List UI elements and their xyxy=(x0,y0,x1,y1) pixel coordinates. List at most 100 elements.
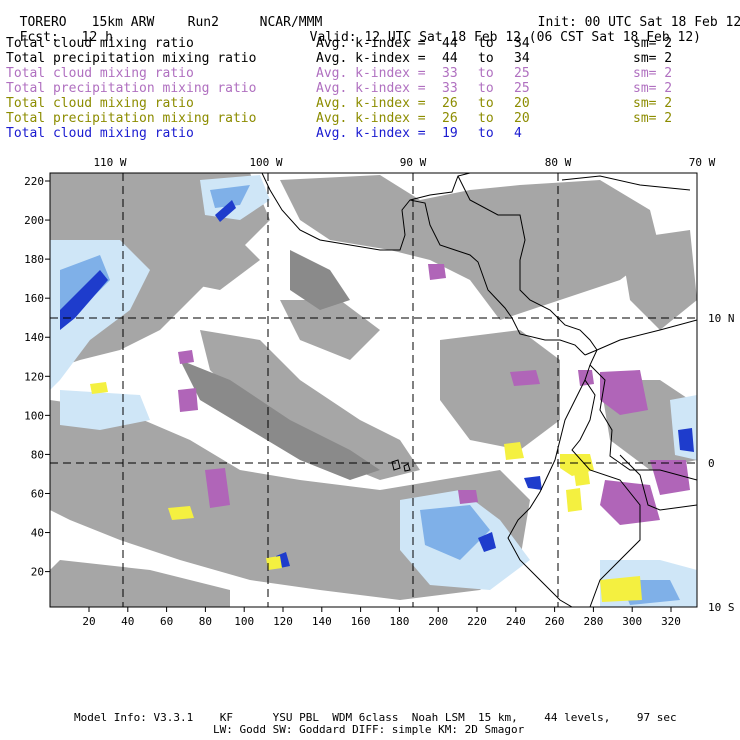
legend-to: 34 xyxy=(514,51,530,66)
legend-field: Total cloud mixing ratio xyxy=(6,66,194,81)
legend-kindex: Avg. k-index = xyxy=(316,36,426,51)
legend-to: 20 xyxy=(514,111,530,126)
x-tick-label: 100 xyxy=(234,615,254,628)
legend-row: Total cloud mixing ratio Avg. k-index = … xyxy=(6,66,734,81)
legend-kindex: Avg. k-index = xyxy=(316,81,426,96)
legend-row: Total precipitation mixing ratio Avg. k-… xyxy=(6,51,734,66)
x-tick-label: 300 xyxy=(622,615,642,628)
y-tick-label: 160 xyxy=(24,292,44,305)
x-tick-label: 60 xyxy=(160,615,173,628)
legend-to-word: to xyxy=(478,81,494,96)
map-field xyxy=(50,173,697,607)
lon-label-80w: 80 W xyxy=(545,156,572,169)
y-tick-label: 200 xyxy=(24,214,44,227)
legend-from: 26 xyxy=(442,96,458,111)
y-tick-label: 140 xyxy=(24,331,44,344)
x-tick-label: 20 xyxy=(82,615,95,628)
legend-from: 19 xyxy=(442,126,458,141)
legend-to: 34 xyxy=(514,36,530,51)
legend-sm: sm= 2 xyxy=(633,81,673,96)
cloud-dark-gray-areas xyxy=(180,250,380,480)
legend-sm: sm= 2 xyxy=(633,51,673,66)
legend-to-word: to xyxy=(478,66,494,81)
legend-sm: sm= 2 xyxy=(633,96,673,111)
physics-info: LW: Godd SW: Goddard DIFF: simple KM: 2D… xyxy=(213,723,525,736)
legend-field: Total cloud mixing ratio xyxy=(6,126,194,141)
forecast-hour: 12 h xyxy=(81,30,113,45)
x-tick-label: 160 xyxy=(351,615,371,628)
legend-row: Total precipitation mixing ratio Avg. k-… xyxy=(6,111,734,126)
init-time: Init: 00 UTC Sat 18 Feb 12 xyxy=(537,15,740,30)
lon-label-100w: 100 W xyxy=(249,156,282,169)
legend-kindex: Avg. k-index = xyxy=(316,111,426,126)
legend-from: 44 xyxy=(442,51,458,66)
legend-field: Total cloud mixing ratio xyxy=(6,36,194,51)
x-tick-label: 220 xyxy=(467,615,487,628)
y-tick-label: 20 xyxy=(31,566,44,579)
x-tick-label: 320 xyxy=(661,615,681,628)
x-tick-label: 140 xyxy=(312,615,332,628)
legend-row: Total cloud mixing ratio Avg. k-index = … xyxy=(6,36,734,51)
legend-sm: sm= 2 xyxy=(633,66,673,81)
legend-from: 44 xyxy=(442,36,458,51)
legend-from: 26 xyxy=(442,111,458,126)
x-axis: 20 40 60 80 100 120 140 160 180 200 220 240 260 280 30… xyxy=(82,607,681,628)
x-tick-label: 40 xyxy=(121,615,134,628)
graticule xyxy=(50,173,697,607)
legend-sm: sm= 2 xyxy=(633,111,673,126)
model-info: Model Info: V3.3.1 KF YSU PBL WDM 6class… xyxy=(74,711,677,724)
x-tick-label: 180 xyxy=(389,615,409,628)
legend-kindex: Avg. k-index = xyxy=(316,51,426,66)
legend-from: 33 xyxy=(442,81,458,96)
legend-to-word: to xyxy=(478,96,494,111)
model-name: TORERO xyxy=(19,15,67,30)
forecast-map: 110 W 100 W 90 W 80 W 70 W xyxy=(24,156,735,628)
legend-to-word: to xyxy=(478,111,494,126)
legend-kindex: Avg. k-index = xyxy=(316,126,426,141)
y-tick-label: 180 xyxy=(24,253,44,266)
x-tick-label: 260 xyxy=(545,615,565,628)
y-tick-label: 100 xyxy=(24,409,44,422)
org-name: NCAR/MMM xyxy=(259,15,323,30)
precip-yellow-areas xyxy=(90,382,642,602)
legend-to: 4 xyxy=(514,126,522,141)
legend-field: Total precipitation mixing ratio xyxy=(6,81,257,96)
cloud-gray-areas xyxy=(50,173,697,607)
legend-row: Total precipitation mixing ratio Avg. k-… xyxy=(6,81,734,96)
run-name: Run2 xyxy=(187,15,219,30)
lat-label-0: 0 xyxy=(708,457,715,470)
x-tick-label: 80 xyxy=(199,615,212,628)
legend-to: 25 xyxy=(514,81,530,96)
legend-to: 25 xyxy=(514,66,530,81)
y-tick-label: 60 xyxy=(31,487,44,500)
coastlines xyxy=(261,173,697,607)
legend-from: 33 xyxy=(442,66,458,81)
lon-label-70w: 70 W xyxy=(689,156,716,169)
lon-label-90w: 90 W xyxy=(400,156,427,169)
legend-to-word: to xyxy=(478,51,494,66)
legend-to-word: to xyxy=(478,126,494,141)
legend-kindex: Avg. k-index = xyxy=(316,66,426,81)
lon-label-110w: 110 W xyxy=(93,156,126,169)
forecast-label: Fcst: xyxy=(19,30,59,45)
legend-field: Total precipitation mixing ratio xyxy=(6,111,257,126)
legend-field: Total cloud mixing ratio xyxy=(6,96,194,111)
valid-time: Valid: 12 UTC Sat 18 Feb 12 (06 CST Sat … xyxy=(309,30,701,45)
lat-label-10n: 10 N xyxy=(708,312,735,325)
legend-row: Total cloud mixing ratio Avg. k-index = … xyxy=(6,126,734,141)
y-tick-label: 80 xyxy=(31,448,44,461)
legend-sm: sm= 2 xyxy=(633,36,673,51)
x-tick-label: 280 xyxy=(583,615,603,628)
legend-to: 20 xyxy=(514,96,530,111)
legend-row: Total cloud mixing ratio Avg. k-index = … xyxy=(6,96,734,111)
x-tick-label: 120 xyxy=(273,615,293,628)
lat-label-10s: 10 S xyxy=(708,601,735,614)
x-tick-label: 200 xyxy=(428,615,448,628)
y-axis: 220 200 180 160 140 120 100 80 60 40 20 xyxy=(24,175,50,579)
cloud-dark-blue-areas xyxy=(60,200,694,568)
legend-kindex: Avg. k-index = xyxy=(316,96,426,111)
y-tick-label: 220 xyxy=(24,175,44,188)
legend-to-word: to xyxy=(478,36,494,51)
x-tick-label: 240 xyxy=(506,615,526,628)
y-tick-label: 120 xyxy=(24,370,44,383)
